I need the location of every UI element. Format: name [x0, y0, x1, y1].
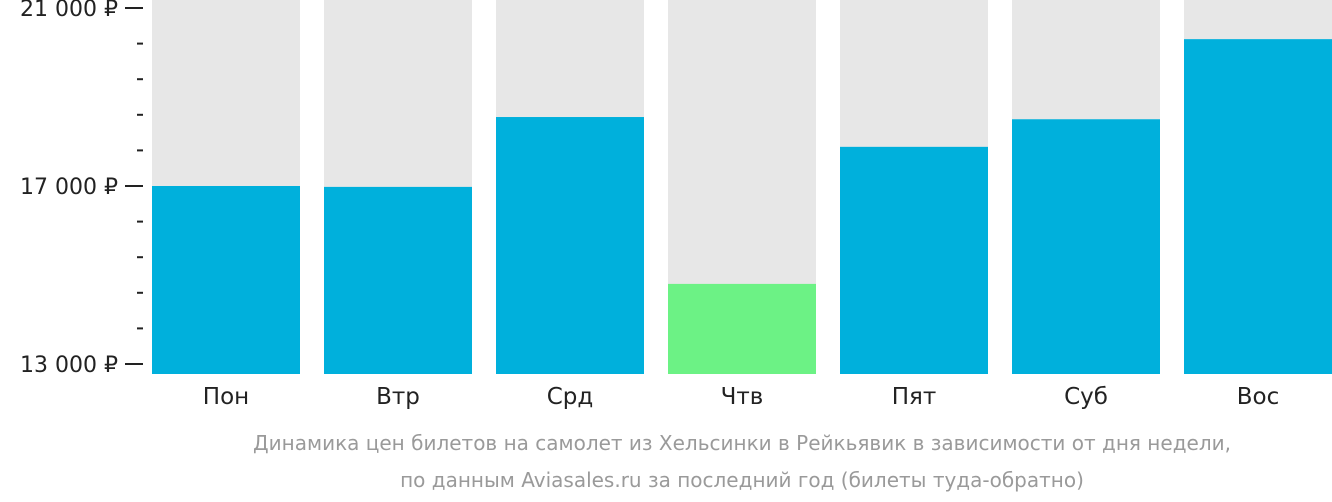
- bar-5: [840, 146, 988, 374]
- y-tick-label-3: 13 000 ₽: [20, 353, 118, 378]
- bar-1: [152, 186, 300, 374]
- bar-6: [1012, 119, 1160, 374]
- bar-2: [324, 186, 472, 374]
- y-tick-label-1: 21 000 ₽: [20, 0, 118, 22]
- chart-title: Динамика цен билетов на самолет из Хельс…: [253, 431, 1231, 455]
- bar-3: [496, 117, 644, 375]
- y-axis: 21 000 ₽ 17 000 ₽ 13 000 ₽: [20, 0, 143, 378]
- bars: [152, 39, 1332, 375]
- x-tick-label-1: Пон: [203, 384, 249, 410]
- x-tick-label-3: Срд: [547, 384, 594, 410]
- x-tick-label-6: Суб: [1064, 384, 1108, 410]
- x-tick-label-4: Чтв: [721, 384, 764, 410]
- bar-7: [1184, 39, 1332, 375]
- x-tick-label-7: Вос: [1237, 384, 1280, 410]
- chart-subtitle: по данным Aviasales.ru за последний год …: [400, 468, 1084, 492]
- bar-4: [668, 283, 816, 374]
- x-axis-labels: Пон Втр Срд Чтв Пят Суб Вос: [203, 384, 1279, 410]
- x-tick-label-5: Пят: [892, 384, 937, 410]
- y-tick-label-2: 17 000 ₽: [20, 175, 118, 200]
- x-tick-label-2: Втр: [376, 384, 420, 410]
